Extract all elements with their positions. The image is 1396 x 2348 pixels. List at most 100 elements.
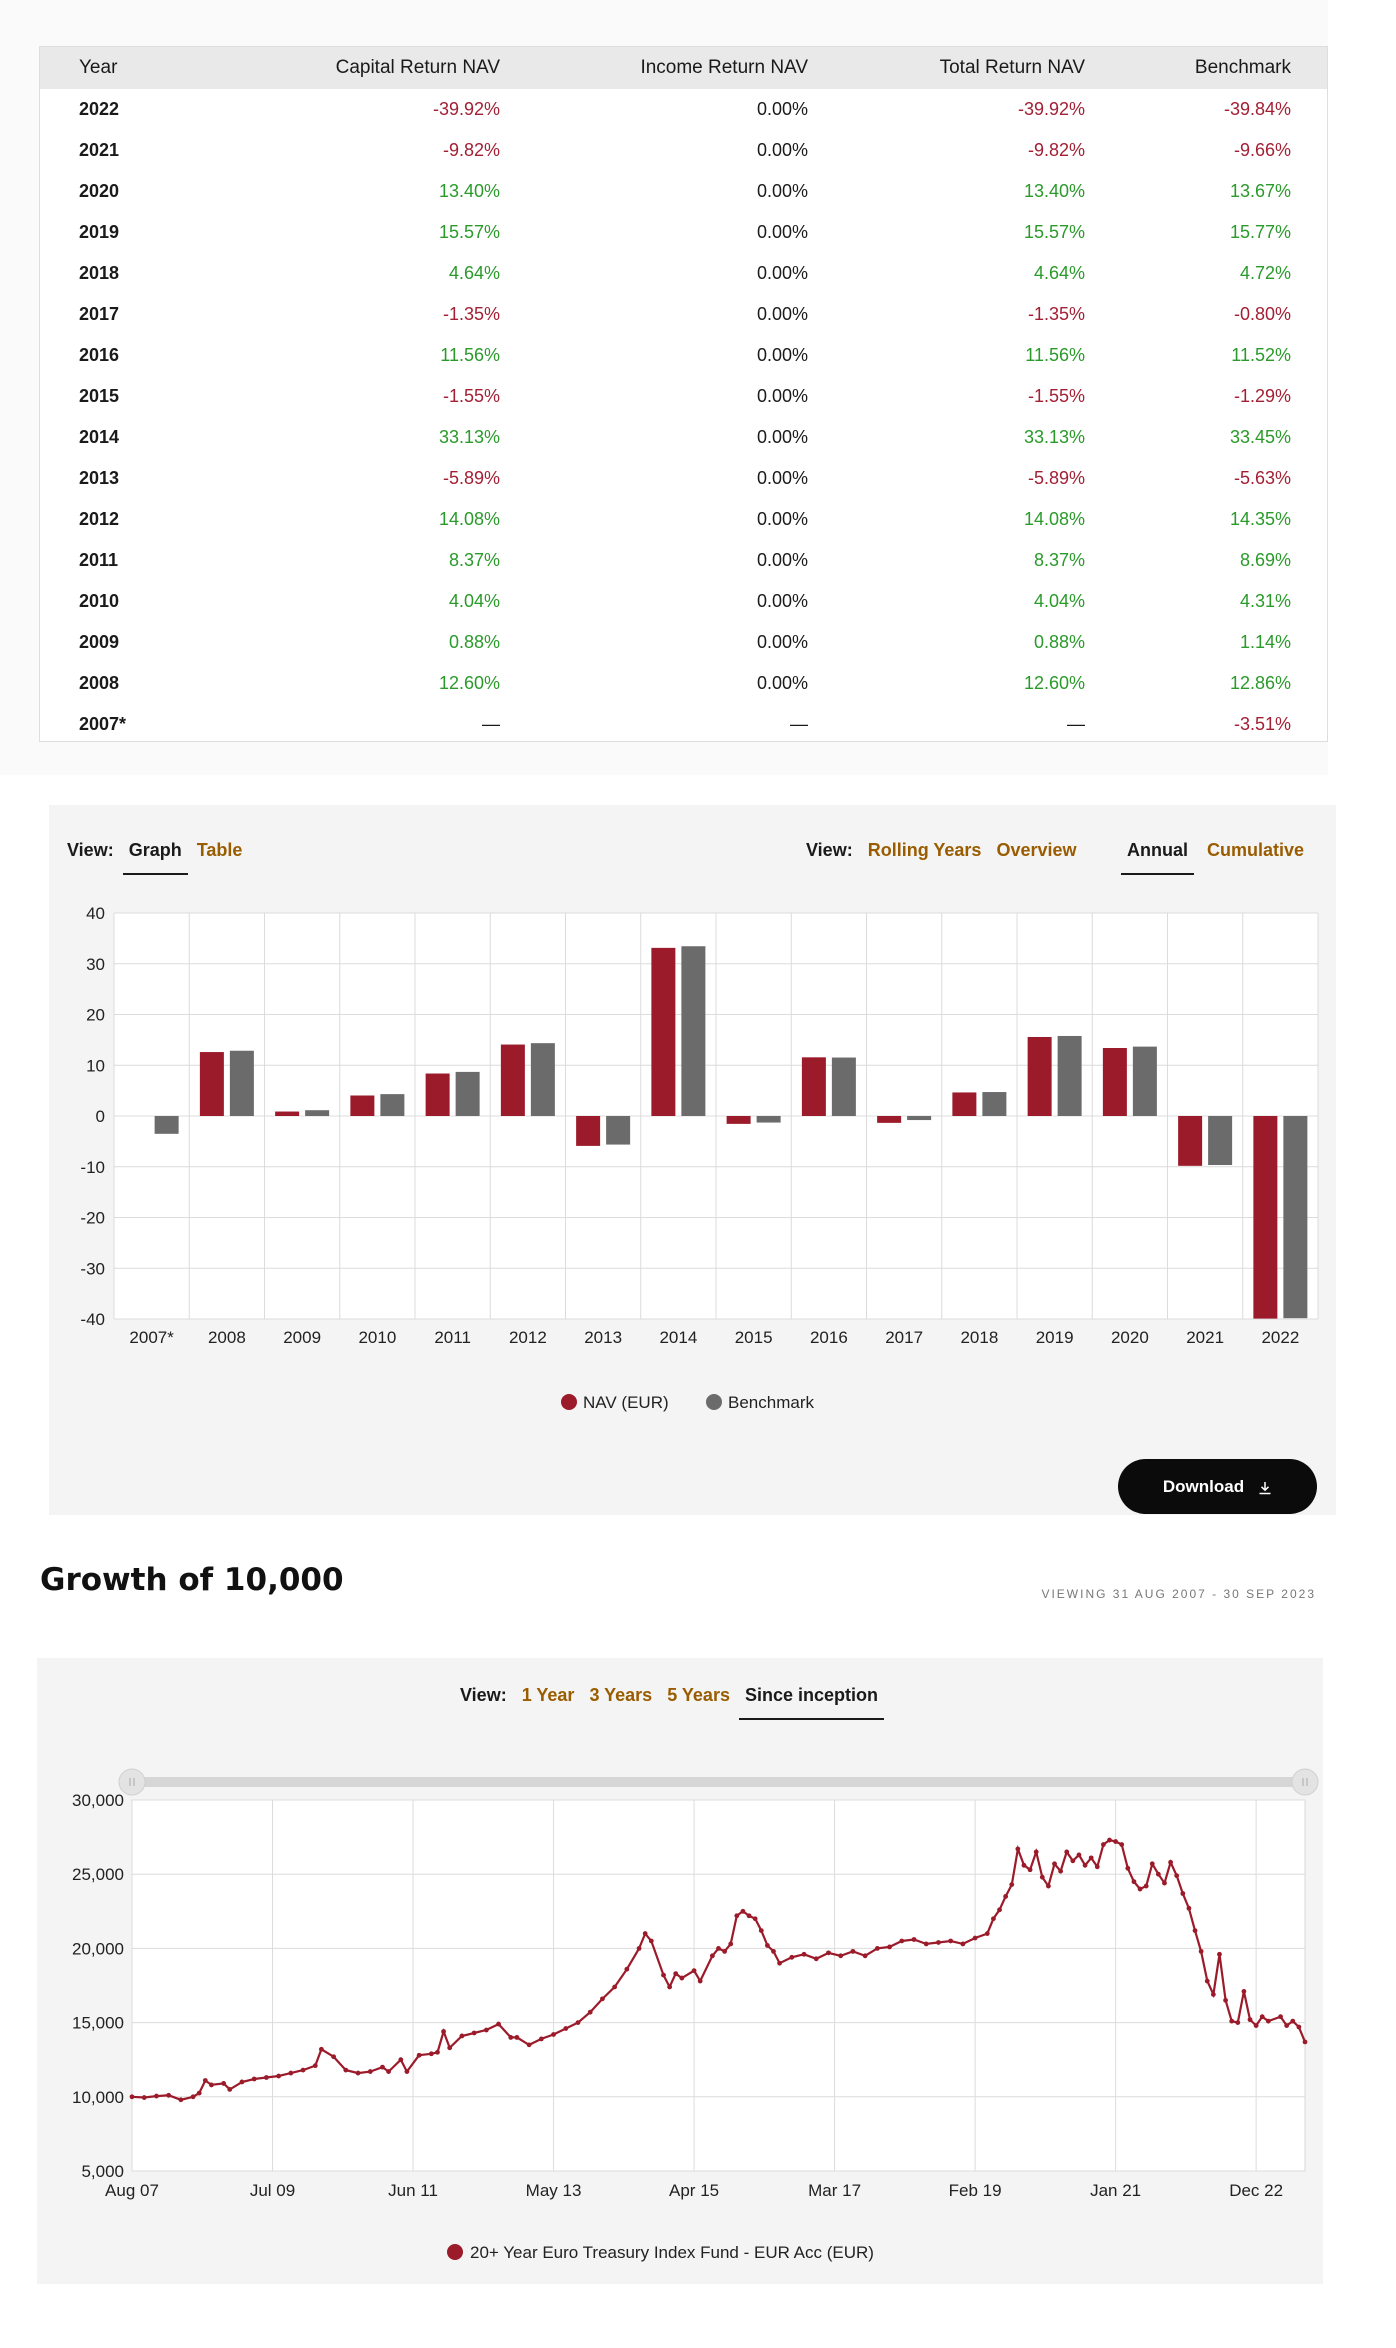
growth-data-point[interactable] <box>1033 1849 1039 1855</box>
view-rolling-years-option[interactable]: Rolling Years <box>867 840 982 860</box>
benchmark-bar[interactable] <box>530 1043 555 1116</box>
growth-data-point[interactable] <box>624 1966 630 1972</box>
growth-data-point[interactable] <box>1278 2014 1283 2020</box>
growth-data-point[interactable] <box>1180 1891 1186 1896</box>
growth-data-point[interactable] <box>1137 1886 1143 1892</box>
growth-data-point[interactable] <box>648 1938 654 1944</box>
growth-data-point[interactable] <box>1021 1862 1027 1868</box>
growth-data-point[interactable] <box>972 1935 978 1941</box>
nav-bar[interactable] <box>1253 1116 1278 1319</box>
growth-data-point[interactable] <box>771 1948 776 1954</box>
growth-data-point[interactable] <box>600 1996 605 2002</box>
growth-data-point[interactable] <box>691 1968 697 1974</box>
growth-data-point[interactable] <box>300 2067 306 2073</box>
growth-data-point[interactable] <box>1131 1879 1137 1885</box>
benchmark-bar[interactable] <box>1057 1035 1082 1116</box>
growth-data-point[interactable] <box>1229 2018 1235 2024</box>
growth-data-point[interactable] <box>496 2021 501 2027</box>
growth-data-point[interactable] <box>1235 2020 1241 2025</box>
growth-data-point[interactable] <box>899 1938 905 1944</box>
growth-data-point[interactable] <box>471 2030 477 2036</box>
growth-data-point[interactable] <box>777 1960 782 1966</box>
growth-data-point[interactable] <box>1186 1905 1192 1911</box>
growth-data-point[interactable] <box>459 2033 465 2039</box>
growth-data-point[interactable] <box>166 2092 172 2098</box>
growth-data-point[interactable] <box>838 1953 844 1959</box>
growth-data-point[interactable] <box>612 1984 618 1990</box>
growth-data-point[interactable] <box>826 1950 831 1956</box>
growth-data-point[interactable] <box>1015 1846 1021 1852</box>
growth-data-point[interactable] <box>1143 1883 1149 1889</box>
growth-data-point[interactable] <box>1174 1873 1180 1879</box>
nav-bar[interactable] <box>952 1092 977 1116</box>
nav-bar[interactable] <box>199 1052 224 1116</box>
legend-nav-label[interactable]: NAV (EUR) <box>583 1393 669 1412</box>
growth-data-point[interactable] <box>991 1916 996 1922</box>
growth-data-point[interactable] <box>1003 1894 1009 1899</box>
growth-data-point[interactable] <box>129 2094 135 2100</box>
growth-data-point[interactable] <box>154 2093 159 2099</box>
growth-data-point[interactable] <box>367 2069 373 2074</box>
benchmark-bar[interactable] <box>229 1050 254 1116</box>
range-slider-track[interactable] <box>132 1777 1307 1787</box>
growth-data-point[interactable] <box>416 2052 422 2058</box>
growth-data-point[interactable] <box>343 2067 349 2073</box>
benchmark-bar[interactable] <box>1208 1116 1233 1166</box>
growth-data-point[interactable] <box>722 1948 728 1954</box>
growth-data-point[interactable] <box>850 1948 856 1954</box>
growth-data-point[interactable] <box>538 2036 544 2042</box>
legend-benchmark-marker[interactable] <box>706 1394 722 1410</box>
growth-data-point[interactable] <box>563 2026 569 2031</box>
growth-data-point[interactable] <box>752 1916 758 1922</box>
growth-data-point[interactable] <box>1253 2023 1259 2028</box>
benchmark-bar[interactable] <box>305 1110 330 1116</box>
growth-data-point[interactable] <box>960 1941 966 1947</box>
growth-data-point[interactable] <box>196 2090 202 2096</box>
growth-data-point[interactable] <box>911 1937 917 1942</box>
growth-data-point[interactable] <box>679 1975 685 1981</box>
growth-data-point[interactable] <box>1009 1882 1015 1887</box>
growth-data-point[interactable] <box>526 2042 532 2048</box>
growth-data-point[interactable] <box>1162 1880 1167 1886</box>
growth-data-point[interactable] <box>789 1954 795 1960</box>
growth-data-point[interactable] <box>386 2069 391 2074</box>
benchmark-bar[interactable] <box>1132 1046 1157 1116</box>
growth-data-point[interactable] <box>1113 1839 1119 1844</box>
benchmark-bar[interactable] <box>982 1092 1007 1116</box>
legend-fund-marker[interactable] <box>447 2244 463 2260</box>
growth-data-point[interactable] <box>1265 2018 1271 2024</box>
growth-data-point[interactable] <box>318 2046 324 2052</box>
growth-data-point[interactable] <box>209 2082 214 2088</box>
nav-bar[interactable] <box>877 1116 902 1123</box>
growth-data-point[interactable] <box>673 1971 679 1977</box>
growth-data-point[interactable] <box>227 2086 233 2092</box>
view-overview-option[interactable]: Overview <box>996 840 1077 860</box>
legend-fund-label[interactable]: 20+ Year Euro Treasury Index Fund - EUR … <box>470 2243 874 2262</box>
growth-data-point[interactable] <box>1149 1861 1155 1867</box>
period-since-inception-option[interactable]: Since inception <box>738 1680 885 1720</box>
growth-data-point[interactable] <box>575 2020 581 2025</box>
growth-data-point[interactable] <box>740 1908 746 1914</box>
growth-data-point[interactable] <box>813 1956 819 1962</box>
growth-data-point[interactable] <box>1027 1867 1033 1873</box>
benchmark-bar[interactable] <box>455 1071 480 1116</box>
growth-data-point[interactable] <box>1076 1852 1082 1858</box>
nav-bar[interactable] <box>576 1116 601 1146</box>
nav-bar[interactable] <box>425 1073 450 1116</box>
growth-data-point[interactable] <box>734 1913 740 1919</box>
growth-data-point[interactable] <box>178 2097 184 2103</box>
growth-data-point[interactable] <box>1290 2018 1296 2024</box>
growth-data-point[interactable] <box>862 1953 868 1959</box>
growth-data-point[interactable] <box>1052 1861 1057 1867</box>
growth-data-point[interactable] <box>709 1953 715 1959</box>
growth-data-point[interactable] <box>1210 1992 1216 1997</box>
growth-data-point[interactable] <box>1259 2014 1265 2020</box>
growth-data-point[interactable] <box>288 2070 294 2076</box>
nav-bar[interactable] <box>801 1057 826 1116</box>
growth-data-point[interactable] <box>1058 1868 1064 1874</box>
growth-data-point[interactable] <box>1302 2039 1308 2045</box>
growth-data-point[interactable] <box>874 1946 880 1951</box>
growth-data-point[interactable] <box>1100 1842 1106 1847</box>
growth-data-point[interactable] <box>380 2064 385 2070</box>
nav-bar[interactable] <box>350 1095 375 1116</box>
